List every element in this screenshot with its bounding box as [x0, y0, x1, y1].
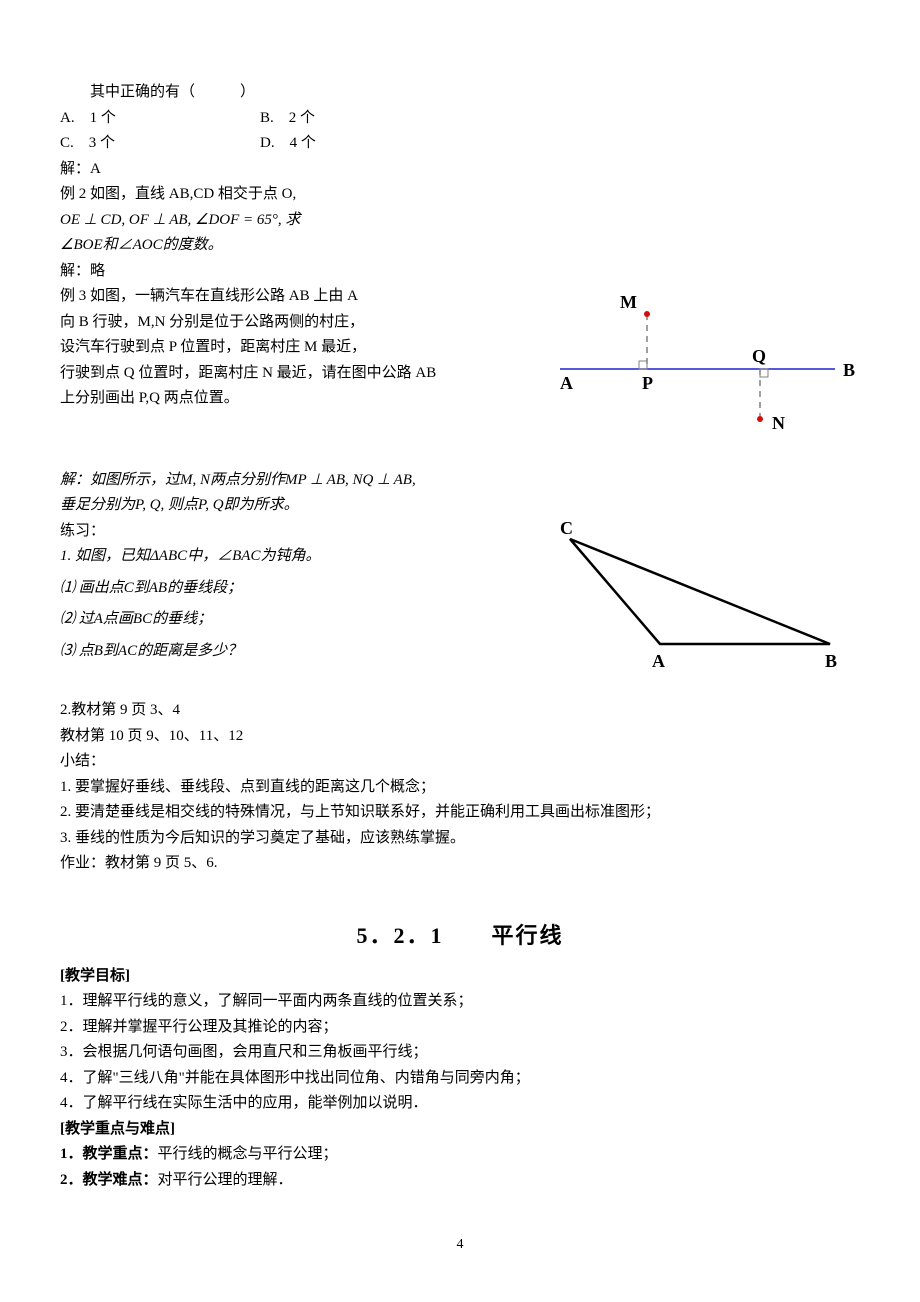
- point-m: [644, 311, 650, 317]
- label-a: A: [560, 373, 573, 393]
- figure-triangle-abc: C A B: [540, 519, 860, 699]
- question-intro: 其中正确的有（ ）: [60, 80, 860, 106]
- focus-1: 1．教学重点：平行线的概念与平行公理；: [60, 1142, 860, 1168]
- focus-1-label: 1．教学重点：: [60, 1146, 158, 1162]
- option-b: B. 2 个: [260, 106, 460, 132]
- example-3-solution-2: 垂足分别为P, Q, 则点P, Q即为所求。: [60, 493, 860, 519]
- goal-3: 3．会根据几何语句画图，会用直尺和三角板画平行线；: [60, 1040, 860, 1066]
- label-n: N: [772, 413, 785, 433]
- figure-road-ab: M A P Q B N: [550, 284, 860, 454]
- answer-1: 解：A: [60, 157, 860, 183]
- homework: 作业：教材第 9 页 5、6.: [60, 851, 860, 877]
- right-angle-p: [639, 361, 647, 369]
- goals-head: [教学目标]: [60, 964, 860, 990]
- focus-2: 2．教学难点：对平行公理的理解．: [60, 1168, 860, 1194]
- point-n: [757, 416, 763, 422]
- example-2-math: OE ⊥ CD, OF ⊥ AB, ∠DOF = 65°, 求: [60, 208, 860, 234]
- focus-2-label: 2．教学难点：: [60, 1172, 158, 1188]
- focus-2-text: 对平行公理的理解．: [158, 1172, 293, 1188]
- label-b: B: [843, 360, 855, 380]
- options-row-2: C. 3 个 D. 4 个: [60, 131, 860, 157]
- right-angle-q: [760, 369, 768, 377]
- goal-2: 2．理解并掌握平行公理及其推论的内容；: [60, 1015, 860, 1041]
- example-2-line-3: ∠BOE和∠AOC的度数。: [60, 233, 860, 259]
- summary-1: 1. 要掌握好垂线、垂线段、点到直线的距离这几个概念；: [60, 775, 860, 801]
- goal-4: 4．了解"三线八角"并能在具体图形中找出同位角、内错角与同旁内角；: [60, 1066, 860, 1092]
- option-c: C. 3 个: [60, 131, 260, 157]
- example-2-line-1: 例 2 如图，直线 AB,CD 相交于点 O,: [60, 182, 860, 208]
- practice-2: 2.教材第 9 页 3、4: [60, 698, 860, 724]
- goal-5: 4．了解平行线在实际生活中的应用，能举例加以说明．: [60, 1091, 860, 1117]
- options-row-1: A. 1 个 B. 2 个: [60, 106, 860, 132]
- label-c: C: [560, 519, 573, 538]
- page-number: 4: [60, 1233, 860, 1257]
- triangle-abc: [570, 539, 830, 644]
- label-q: Q: [752, 346, 766, 366]
- summary-head: 小结：: [60, 749, 860, 775]
- option-d: D. 4 个: [260, 131, 460, 157]
- summary-3: 3. 垂线的性质为今后知识的学习奠定了基础，应该熟练掌握。: [60, 826, 860, 852]
- answer-2: 解：略: [60, 259, 860, 285]
- focus-1-text: 平行线的概念与平行公理；: [158, 1146, 338, 1162]
- label-a2: A: [652, 651, 665, 671]
- summary-2: 2. 要清楚垂线是相交线的特殊情况，与上节知识联系好，并能正确利用工具画出标准图…: [60, 800, 860, 826]
- practice-2b: 教材第 10 页 9、10、11、12: [60, 724, 860, 750]
- example-3-solution-1: 解：如图所示，过M, N两点分别作MP ⊥ AB, NQ ⊥ AB,: [60, 468, 860, 494]
- label-p: P: [642, 373, 653, 393]
- option-a: A. 1 个: [60, 106, 260, 132]
- section-heading: 5．2．1 平行线: [60, 917, 860, 954]
- focus-head: [教学重点与难点]: [60, 1117, 860, 1143]
- goal-1: 1．理解平行线的意义，了解同一平面内两条直线的位置关系；: [60, 989, 860, 1015]
- label-m: M: [620, 292, 637, 312]
- label-b2: B: [825, 651, 837, 671]
